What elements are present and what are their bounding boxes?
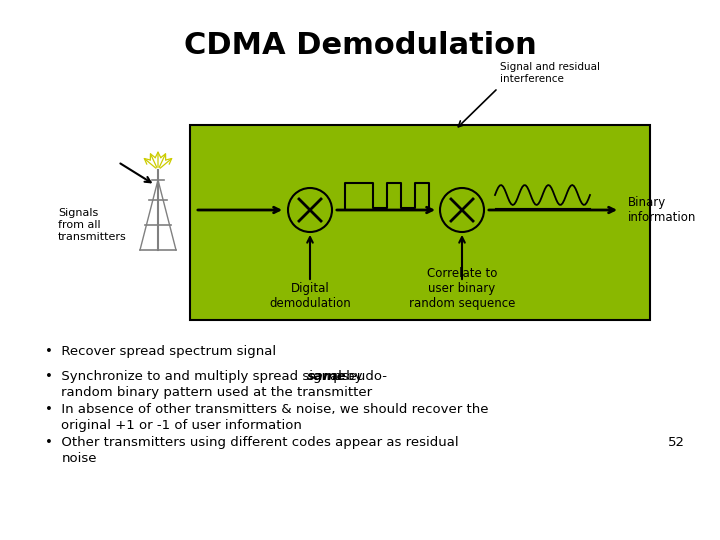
Text: •  Synchronize to and multiply spread signal by: • Synchronize to and multiply spread sig… (45, 370, 366, 383)
Text: Binary
information: Binary information (628, 196, 696, 224)
Text: pseudo-: pseudo- (330, 370, 387, 383)
Text: same: same (307, 370, 346, 383)
Text: CDMA Demodulation: CDMA Demodulation (184, 30, 536, 59)
Text: Signals
from all
transmitters: Signals from all transmitters (58, 208, 127, 241)
Text: original +1 or -1 of user information: original +1 or -1 of user information (61, 419, 302, 432)
Bar (190, 125, 650, 320)
Text: •  Recover spread spectrum signal: • Recover spread spectrum signal (45, 345, 276, 358)
Text: Signal and residual
interference: Signal and residual interference (500, 62, 600, 84)
Circle shape (288, 188, 332, 232)
Text: random binary pattern used at the transmitter: random binary pattern used at the transm… (61, 386, 372, 399)
Text: 52: 52 (668, 436, 685, 449)
Text: •  Other transmitters using different codes appear as residual: • Other transmitters using different cod… (45, 436, 459, 449)
Circle shape (440, 188, 484, 232)
Text: Correlate to
user binary
random sequence: Correlate to user binary random sequence (409, 267, 516, 310)
Text: noise: noise (61, 452, 97, 465)
Text: Digital
demodulation: Digital demodulation (269, 282, 351, 310)
Text: •  In absence of other transmitters & noise, we should recover the: • In absence of other transmitters & noi… (45, 403, 488, 416)
